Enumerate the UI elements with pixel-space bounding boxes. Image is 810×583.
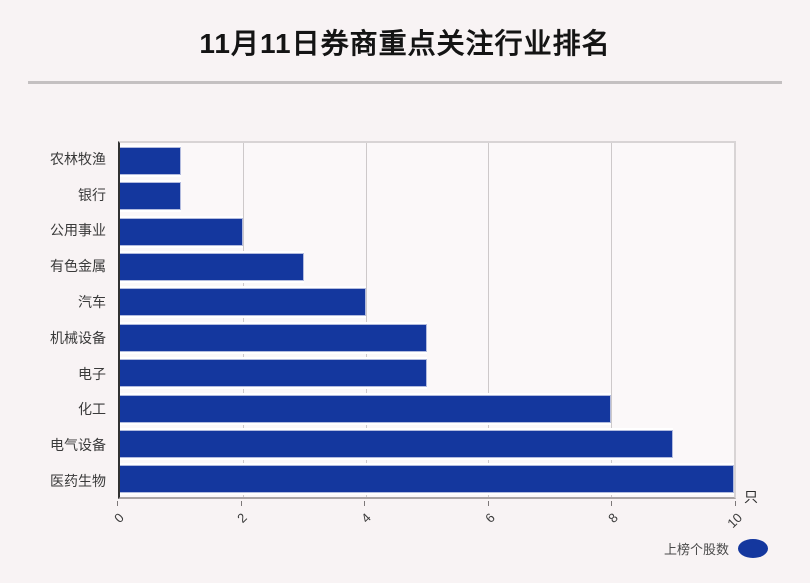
legend-marker-ellipse xyxy=(738,539,768,558)
y-axis-label: 农林牧渔 xyxy=(50,150,106,167)
x-axis-tick-label: 10 xyxy=(723,510,745,531)
bar xyxy=(120,323,427,352)
y-axis-label: 电气设备 xyxy=(50,437,106,454)
bar xyxy=(120,217,243,246)
title-divider xyxy=(28,81,782,84)
tick-mark xyxy=(487,501,489,506)
x-axis-tick-label: 8 xyxy=(605,510,621,526)
bar-row xyxy=(120,249,734,284)
bar-row xyxy=(120,285,734,320)
y-axis-label: 公用事业 xyxy=(50,222,106,239)
tick-mark xyxy=(611,501,613,506)
tick-mark xyxy=(735,501,736,506)
y-axis-label: 医药生物 xyxy=(50,473,106,490)
bar-row xyxy=(120,178,734,213)
tick-mark xyxy=(364,501,366,506)
y-axis-label: 电子 xyxy=(78,365,106,382)
x-axis-tick-label: 4 xyxy=(358,510,374,526)
bar-row xyxy=(120,426,734,461)
y-axis-label: 银行 xyxy=(78,186,106,203)
y-axis-label: 汽车 xyxy=(78,294,106,311)
bar-row xyxy=(120,320,734,355)
gridline xyxy=(242,143,244,497)
bar xyxy=(120,394,612,423)
x-axis-tick-label: 6 xyxy=(481,510,498,526)
gridlines xyxy=(120,143,734,497)
x-axis-tick-label: 0 xyxy=(110,510,127,526)
x-axis-ticks: 0 2 4 6 8 10 xyxy=(111,501,745,551)
chart-title: 11月11日券商重点关注行业排名 xyxy=(199,28,611,59)
bar-row xyxy=(120,143,734,178)
axis-unit-label: 只 xyxy=(744,489,758,505)
bar xyxy=(120,288,366,317)
tick-mark xyxy=(117,501,118,506)
bar-row xyxy=(120,355,734,390)
bar-row xyxy=(120,462,734,497)
legend: 上榜个股数 xyxy=(664,539,768,558)
bar xyxy=(120,146,182,175)
tick-mark xyxy=(240,501,242,506)
plot-area xyxy=(118,141,736,499)
y-axis-labels: 农林牧渔银行公用事业有色金属汽车机械设备电子化工电气设备医药生物 xyxy=(0,141,112,499)
y-axis-label: 机械设备 xyxy=(50,329,106,346)
bar-row xyxy=(120,391,734,426)
gridline xyxy=(611,143,613,497)
bar-row xyxy=(120,214,734,249)
y-axis-label: 有色金属 xyxy=(50,258,106,275)
gridline xyxy=(488,143,490,497)
bars xyxy=(120,143,734,497)
bar xyxy=(120,252,305,281)
y-axis-label: 化工 xyxy=(78,401,106,418)
legend-label: 上榜个股数 xyxy=(663,542,729,557)
gridline xyxy=(365,143,367,497)
x-axis-tick-label: 2 xyxy=(234,510,251,526)
bar xyxy=(120,465,734,494)
bar xyxy=(120,359,427,388)
bar xyxy=(120,182,182,211)
bar xyxy=(120,429,673,458)
